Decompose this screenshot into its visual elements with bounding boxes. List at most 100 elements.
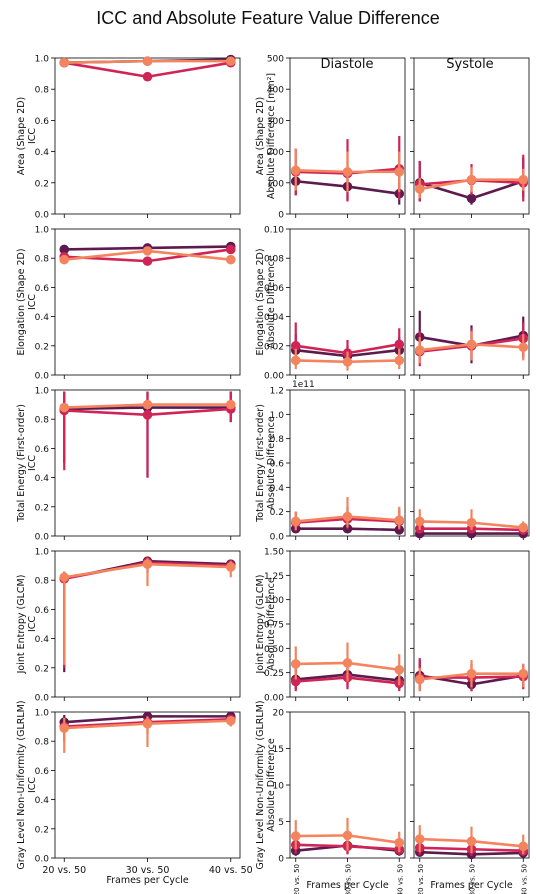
y-tick-label: 0.0 [35,533,50,543]
data-point [342,830,353,841]
y-axis-label: Joint Entropy (GLCM)ICC [16,575,38,675]
y-tick-label: 15 [273,745,284,755]
series-2 [59,399,236,413]
column-header-systole: Systole [446,57,494,72]
y-axis-label-line: Absolute Difference [266,577,277,671]
series-2 [290,817,405,853]
series-2 [414,660,529,692]
y-tick-label: 1.0 [35,387,50,397]
y-tick-label: 0.6 [35,117,50,127]
data-point [290,341,301,351]
data-point [59,254,70,265]
y-axis-label-line: Total Energy (First-order) [16,404,27,523]
x-axis-label: Frames per Cycle [106,875,188,886]
panel-diastole-row-1: 0.00 0.02 0.04 0.06 0.08 0.10 Elongation (Shap… [255,226,406,382]
data-point [290,516,301,527]
data-point [394,515,405,525]
data-point [394,339,405,350]
y-tick-label: 400 [267,86,284,96]
x-tick-label: 30 vs. 50 [345,864,353,894]
data-point [518,174,529,185]
figure-title: ICC and Absolute Feature Value Differenc… [96,8,440,28]
data-point [394,167,405,177]
y-tick-label: 0.2 [35,664,49,674]
data-point [59,723,70,733]
y-axis-label: Area (Shape 2D)ICC [16,97,38,175]
y-tick-label: 0.02 [264,342,284,352]
data-point [290,165,301,176]
data-point [342,167,353,177]
data-point [466,836,477,847]
y-tick-label: 0.8 [270,435,285,445]
series-2 [59,56,236,68]
x-tick-label: 30 vs. 50 [469,864,477,894]
y-tick-label: 1.50 [264,548,284,558]
data-point [142,246,153,256]
y-tick-label: 0.4 [35,635,50,645]
y-tick-label: 0.0 [35,694,50,704]
panel-diastole-row-3: 0.00 0.25 0.50 0.75 1.00 1.25 1.50 Joint Entrop… [255,548,406,704]
data-point [414,674,425,685]
x-tick-label: 30 vs. 50 [126,865,170,876]
data-point [225,254,236,265]
y-axis-label-line: Gray Level Non-Uniformity (GLRLM) [255,700,266,869]
series-2 [290,642,405,686]
data-point [290,355,301,366]
x-axis-label: Frames per Cycle [306,880,388,891]
panel-systole-row-0 [410,57,530,218]
data-point [142,559,153,569]
series-2 [290,497,405,530]
data-point [225,715,236,726]
y-axis-label: Area (Shape 2D)Absolute Difference [mm²] [255,73,277,199]
y-axis-label-line: Total Energy (First-order) [255,404,266,523]
data-point [394,664,405,675]
data-point [225,244,236,255]
data-point [394,355,405,366]
y-tick-label: 1.0 [270,411,285,421]
y-tick-label: 100 [267,179,284,189]
y-axis-label-line: Elongation (Shape 2D) [16,248,27,355]
data-point [342,357,353,367]
y-tick-label: 0.6 [270,460,285,470]
panel-systole-row-3 [410,550,530,701]
y-axis-label-line: Absolute Difference [266,738,277,832]
y-axis-label-line: ICC [27,455,38,471]
x-tick-label: 40 vs. 50 [396,864,404,894]
y-tick-label: 0.00 [264,694,284,704]
y-axis-label-line: Absolute Difference [mm²] [266,73,277,199]
data-point [414,834,425,844]
data-point [414,516,425,527]
series-2 [414,825,529,855]
data-point [225,399,236,410]
data-point [466,339,477,350]
y-tick-label: 300 [267,117,284,127]
y-tick-label: 500 [267,55,284,65]
y-tick-label: 0 [278,211,284,221]
series-2 [290,148,405,193]
data-point [342,511,353,522]
data-point [142,56,153,66]
series-2 [59,715,236,753]
data-point [142,256,153,266]
y-tick-label: 0 [278,855,284,865]
panel-icc-row-2: 0.0 0.2 0.4 0.6 0.8 1.0 Total Energy (First-or… [16,387,241,543]
data-point [225,562,236,572]
y-tick-label: 0.8 [35,86,50,96]
series-2 [59,558,236,665]
y-axis-label-line: Absolute Difference [266,416,277,510]
series-2 [414,509,529,533]
y-tick-label: 0.8 [35,738,50,748]
y-tick-label: 0.8 [35,255,50,265]
series-2 [59,246,236,265]
data-point [142,410,153,420]
y-tick-label: 1.0 [35,709,50,719]
y-tick-label: 0.2 [35,342,49,352]
y-tick-label: 0.0 [270,533,285,543]
y-tick-label: 20 [273,709,285,719]
y-axis-label: Total Energy (First-order)ICC [16,404,38,523]
y-tick-label: 200 [267,148,284,158]
y-tick-label: 0.75 [264,621,284,631]
y-tick-label: 1.0 [35,226,50,236]
